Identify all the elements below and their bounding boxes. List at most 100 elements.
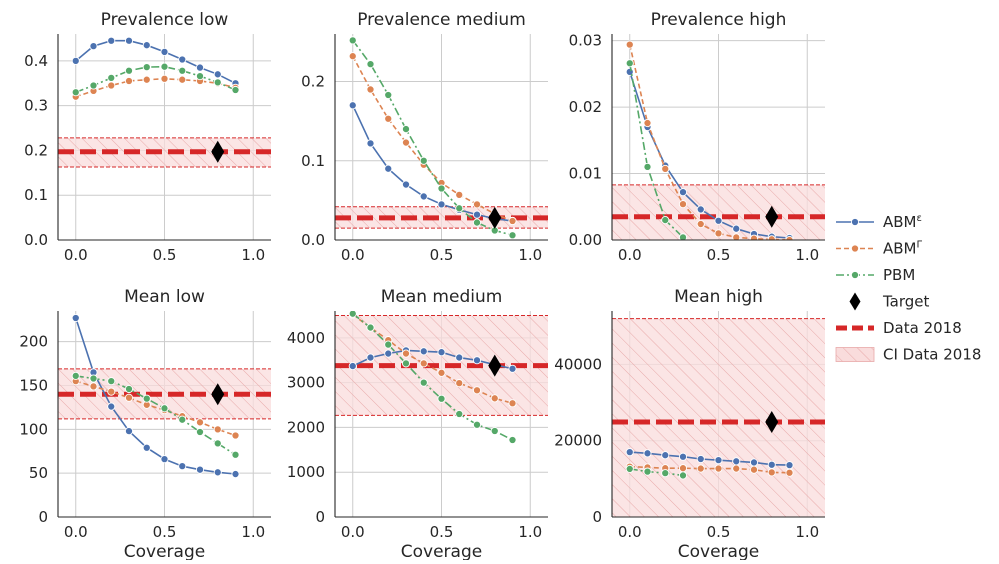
point-abm_eps bbox=[213, 468, 222, 477]
point-abm_eps bbox=[455, 353, 464, 362]
point-pbm bbox=[213, 439, 222, 448]
x-tick-label: 0.0 bbox=[341, 523, 365, 541]
panel-3: 0.0 0.5 1.0 0.00 0.01 0.02 0.03 Prevalence high bbox=[569, 10, 825, 264]
point-abm_gamma bbox=[472, 386, 482, 395]
point-pbm bbox=[178, 66, 187, 75]
point-pbm bbox=[89, 374, 98, 383]
point-abm_eps bbox=[178, 462, 187, 471]
point-abm_gamma bbox=[107, 81, 116, 90]
y-tick-label: 100 bbox=[19, 420, 48, 438]
x-tick-label: 0.0 bbox=[618, 523, 642, 541]
point-pbm bbox=[678, 233, 688, 240]
point-pbm bbox=[160, 62, 169, 71]
x-axis-label: Coverage bbox=[401, 542, 482, 560]
series-line-pbm bbox=[629, 468, 684, 477]
point-abm_gamma bbox=[107, 387, 116, 396]
point-abm_eps bbox=[437, 348, 446, 357]
point-pbm bbox=[107, 73, 116, 82]
point-abm_eps bbox=[195, 63, 205, 72]
point-pbm bbox=[348, 311, 357, 318]
point-abm_eps bbox=[160, 47, 169, 56]
point-pbm bbox=[195, 427, 205, 437]
point-abm_eps bbox=[384, 164, 393, 173]
y-tick-label: 150 bbox=[19, 377, 48, 395]
point-pbm bbox=[160, 404, 169, 413]
y-tick-label: 0 bbox=[38, 508, 48, 526]
point-pbm bbox=[71, 371, 80, 380]
x-axis-label: Coverage bbox=[124, 542, 205, 560]
x-axis-label: Coverage bbox=[678, 542, 759, 560]
point-abm_gamma bbox=[714, 229, 723, 238]
point-pbm bbox=[455, 204, 464, 213]
point-abm_gamma bbox=[455, 379, 464, 388]
ci-band-hatch bbox=[612, 318, 825, 517]
point-pbm bbox=[384, 340, 393, 349]
panel-title: Prevalence high bbox=[651, 10, 787, 30]
y-tick-label: 0.3 bbox=[24, 97, 48, 115]
point-abm_eps bbox=[732, 224, 741, 233]
series-line-abm_gamma bbox=[352, 313, 513, 405]
point-abm_gamma bbox=[401, 138, 411, 147]
y-tick-label: 0.2 bbox=[301, 73, 325, 91]
point-abm_gamma bbox=[678, 464, 688, 473]
point-abm_eps bbox=[419, 347, 428, 356]
point-abm_gamma bbox=[490, 394, 499, 403]
point-abm_eps bbox=[749, 458, 759, 467]
panel-5: 0.0 0.5 1.0 0 1000 2000 3000 4000 Mean medium Cov… bbox=[287, 287, 548, 562]
point-pbm bbox=[490, 426, 499, 436]
y-tick-label: 0 bbox=[315, 508, 325, 526]
point-abm_eps bbox=[625, 448, 634, 457]
x-tick-label: 0.0 bbox=[64, 523, 88, 541]
point-pbm bbox=[437, 184, 446, 193]
point-abm_eps bbox=[195, 465, 205, 474]
point-abm_gamma bbox=[142, 75, 151, 84]
y-tick-label: 0.00 bbox=[569, 231, 602, 249]
point-abm_eps bbox=[401, 180, 411, 189]
x-tick-label: 0.5 bbox=[430, 246, 454, 264]
point-abm_eps bbox=[348, 101, 357, 110]
y-tick-label: 0.0 bbox=[24, 231, 48, 249]
series-line-abm_eps bbox=[352, 104, 513, 222]
point-abm_eps bbox=[785, 461, 794, 470]
point-abm_gamma bbox=[213, 425, 222, 434]
point-pbm bbox=[89, 81, 98, 90]
point-abm_eps bbox=[124, 427, 134, 436]
point-abm_gamma bbox=[749, 234, 759, 240]
y-tick-label: 0.4 bbox=[24, 52, 48, 70]
legend-label: ABMΓ bbox=[883, 240, 923, 258]
point-pbm bbox=[142, 394, 151, 403]
point-abm_eps bbox=[71, 56, 80, 65]
point-abm_eps bbox=[472, 356, 482, 365]
target-marker bbox=[765, 205, 779, 228]
y-tick-label: 0.1 bbox=[301, 152, 325, 170]
point-abm_gamma bbox=[160, 74, 169, 83]
point-abm_eps bbox=[384, 349, 393, 358]
point-pbm bbox=[625, 59, 634, 68]
y-tick-label: 0.1 bbox=[24, 186, 48, 204]
point-pbm bbox=[366, 323, 375, 332]
point-abm_gamma bbox=[178, 75, 187, 84]
y-tick-label: 0.2 bbox=[24, 141, 48, 159]
x-tick-label: 0.5 bbox=[707, 523, 731, 541]
series-line-pbm bbox=[352, 313, 513, 441]
point-abm_eps bbox=[678, 452, 688, 461]
point-pbm bbox=[508, 435, 517, 445]
point-abm_gamma bbox=[508, 399, 517, 408]
x-tick-label: 1.0 bbox=[518, 523, 542, 541]
series-line-abm_gamma bbox=[75, 380, 236, 437]
series-line-abm_gamma bbox=[75, 77, 236, 98]
panel-title: Prevalence low bbox=[101, 10, 229, 30]
x-tick-label: 1.0 bbox=[241, 523, 265, 541]
point-abm_eps bbox=[643, 449, 652, 458]
x-tick-label: 1.0 bbox=[795, 523, 819, 541]
point-pbm bbox=[472, 420, 482, 429]
point-abm_gamma bbox=[366, 85, 375, 94]
legend-label: ABMε bbox=[883, 213, 922, 231]
y-tick-label: 200 bbox=[19, 333, 48, 351]
point-abm_gamma bbox=[472, 200, 482, 209]
point-pbm bbox=[472, 218, 482, 227]
point-abm_eps bbox=[124, 36, 134, 45]
series-line-abm_eps bbox=[352, 349, 513, 370]
panel-1: 0.0 0.5 1.0 0.0 0.1 0.2 0.3 0.4 Prevalence low bbox=[24, 10, 271, 264]
